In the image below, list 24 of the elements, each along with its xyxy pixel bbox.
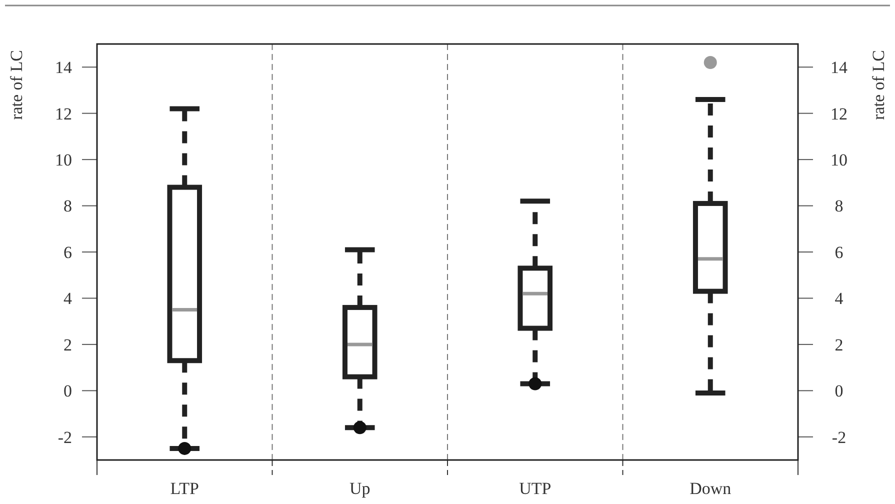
y-tick-label: -2 (58, 428, 72, 447)
y2-tick-label: 14 (830, 58, 848, 78)
x-tick-label: LTP (170, 479, 199, 498)
x-tick-label: Up (349, 479, 370, 498)
y-axis-title: rate of LC (7, 50, 26, 120)
y-tick-label: 10 (55, 150, 72, 170)
y-tick-label: 2 (64, 335, 72, 354)
y2-tick-label: 10 (830, 150, 848, 170)
y2-tick-label: 2 (834, 335, 844, 354)
y2-tick-label: 6 (834, 242, 844, 262)
y-tick-label: 0 (64, 382, 72, 401)
y-tick-label: 4 (64, 289, 72, 308)
y2-tick-label: 0 (834, 382, 844, 401)
y-tick-label: 6 (64, 242, 72, 262)
y-tick-label: 8 (64, 196, 72, 216)
y2-tick-label: -2 (832, 428, 846, 447)
y2-axis-title: rate of LC (869, 50, 888, 120)
x-tick-label: Down (690, 479, 732, 498)
y-tick-label: 12 (55, 104, 72, 124)
y2-tick-label: 12 (830, 104, 848, 124)
y2-tick-label: 4 (834, 289, 844, 308)
y-tick-label: 14 (55, 58, 72, 78)
x-tick-label: UTP (519, 479, 552, 498)
y2-tick-label: 8 (834, 196, 844, 216)
